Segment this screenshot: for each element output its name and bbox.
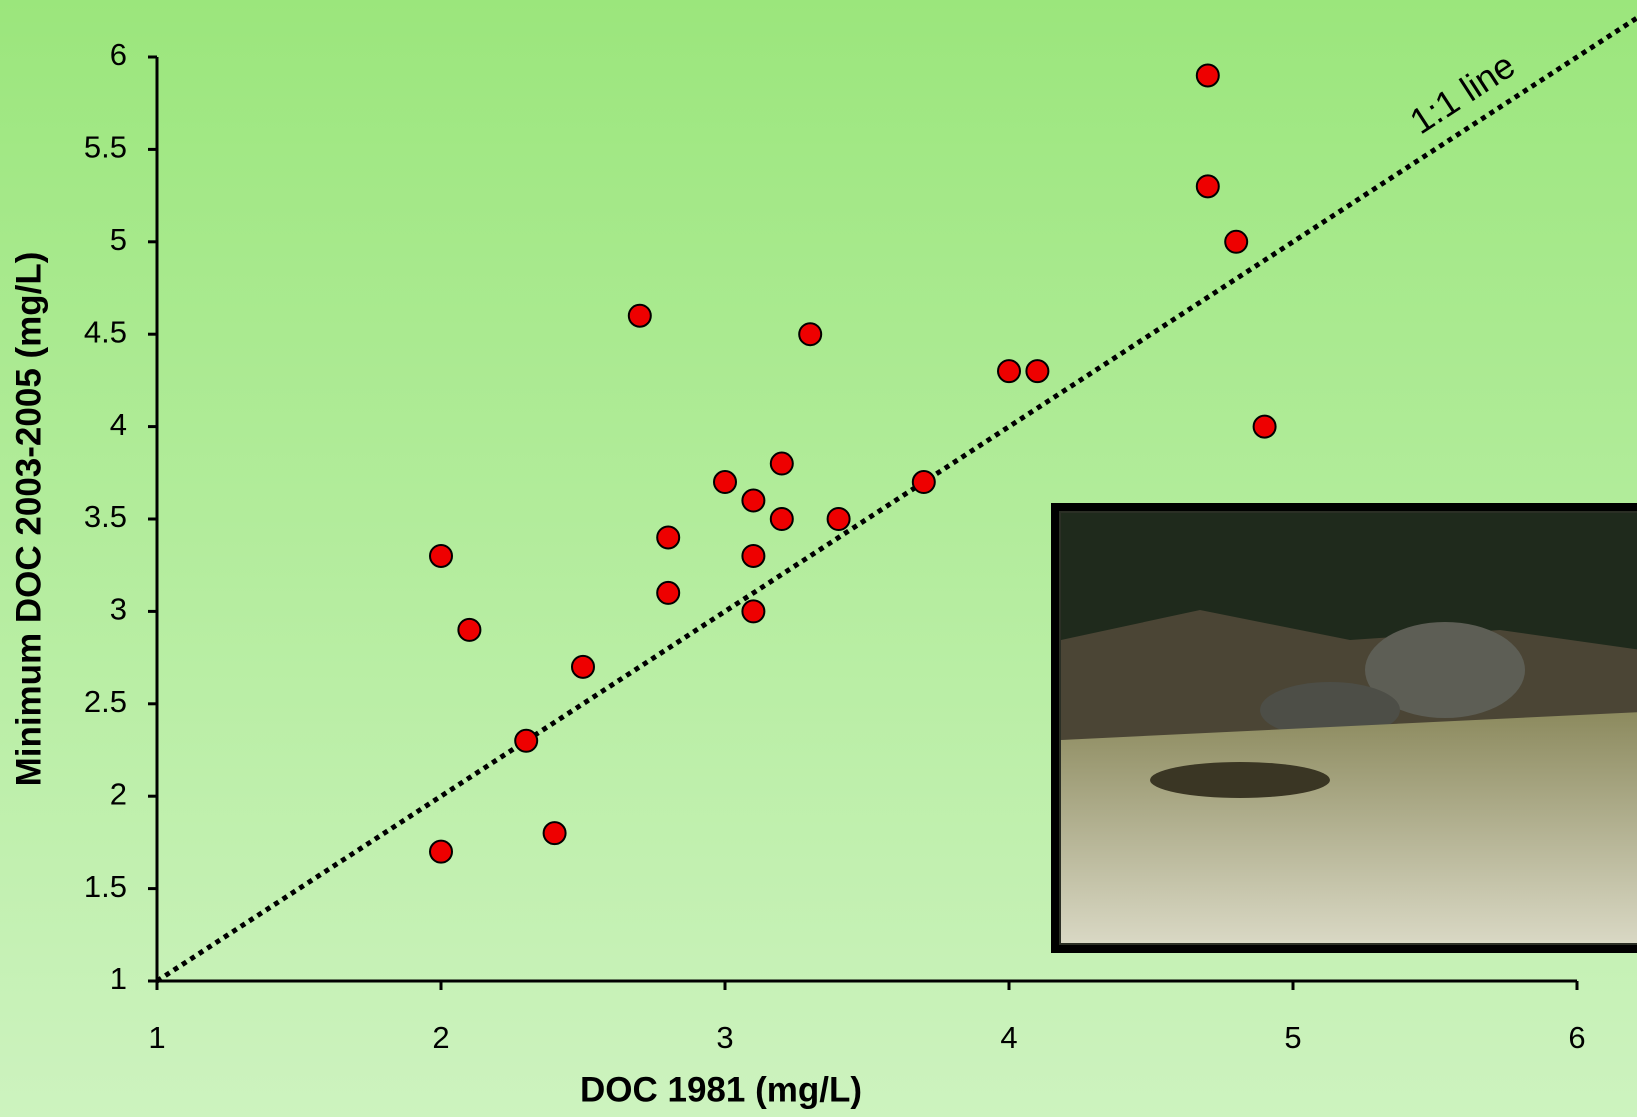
- y-tick-label: 4: [110, 407, 127, 442]
- x-tick-label: 6: [1568, 1020, 1585, 1055]
- point: [769, 507, 794, 531]
- point: [1195, 63, 1220, 88]
- y-tick-label: 1.5: [84, 869, 127, 904]
- x-tick-label: 3: [716, 1020, 733, 1055]
- y-tick-label: 5: [110, 222, 127, 257]
- x-tick-label: 5: [1284, 1020, 1301, 1055]
- y-tick-label: 4.5: [84, 314, 127, 349]
- point: [741, 488, 766, 513]
- y-tick-label: 2: [110, 776, 127, 811]
- y-tick-label: 3: [110, 592, 127, 627]
- point: [1224, 229, 1249, 254]
- photo-inset: [1051, 503, 1637, 953]
- point: [911, 470, 936, 495]
- point: [656, 580, 681, 605]
- point: [826, 507, 851, 531]
- point: [429, 543, 453, 568]
- y-tick-label: 1: [110, 961, 127, 996]
- x-axis-label: DOC 1981 (mg/L): [580, 1070, 862, 1109]
- point: [741, 543, 766, 568]
- point: [542, 821, 567, 846]
- point: [429, 839, 453, 864]
- x-tick-label: 1: [148, 1020, 165, 1055]
- point: [514, 728, 539, 753]
- point: [1252, 414, 1277, 439]
- point: [627, 303, 652, 328]
- y-axis-label: Minimum DOC 2003-2005 (mg/L): [9, 252, 48, 787]
- point: [713, 470, 737, 495]
- x-tick-label: 4: [1000, 1020, 1017, 1055]
- x-tick-label: 2: [432, 1020, 449, 1055]
- point: [741, 599, 766, 624]
- point: [769, 451, 794, 476]
- point: [1025, 359, 1050, 384]
- y-tick-label: 5.5: [84, 130, 127, 165]
- y-tick-label: 2.5: [84, 684, 127, 719]
- point: [798, 322, 823, 347]
- point: [571, 654, 595, 679]
- y-tick-label: 3.5: [84, 499, 127, 534]
- point: [457, 617, 482, 642]
- point: [997, 359, 1021, 384]
- y-tick-label: 6: [110, 37, 127, 72]
- point: [1195, 174, 1220, 199]
- point: [656, 525, 681, 550]
- one-to-one-line: [155, 15, 1637, 984]
